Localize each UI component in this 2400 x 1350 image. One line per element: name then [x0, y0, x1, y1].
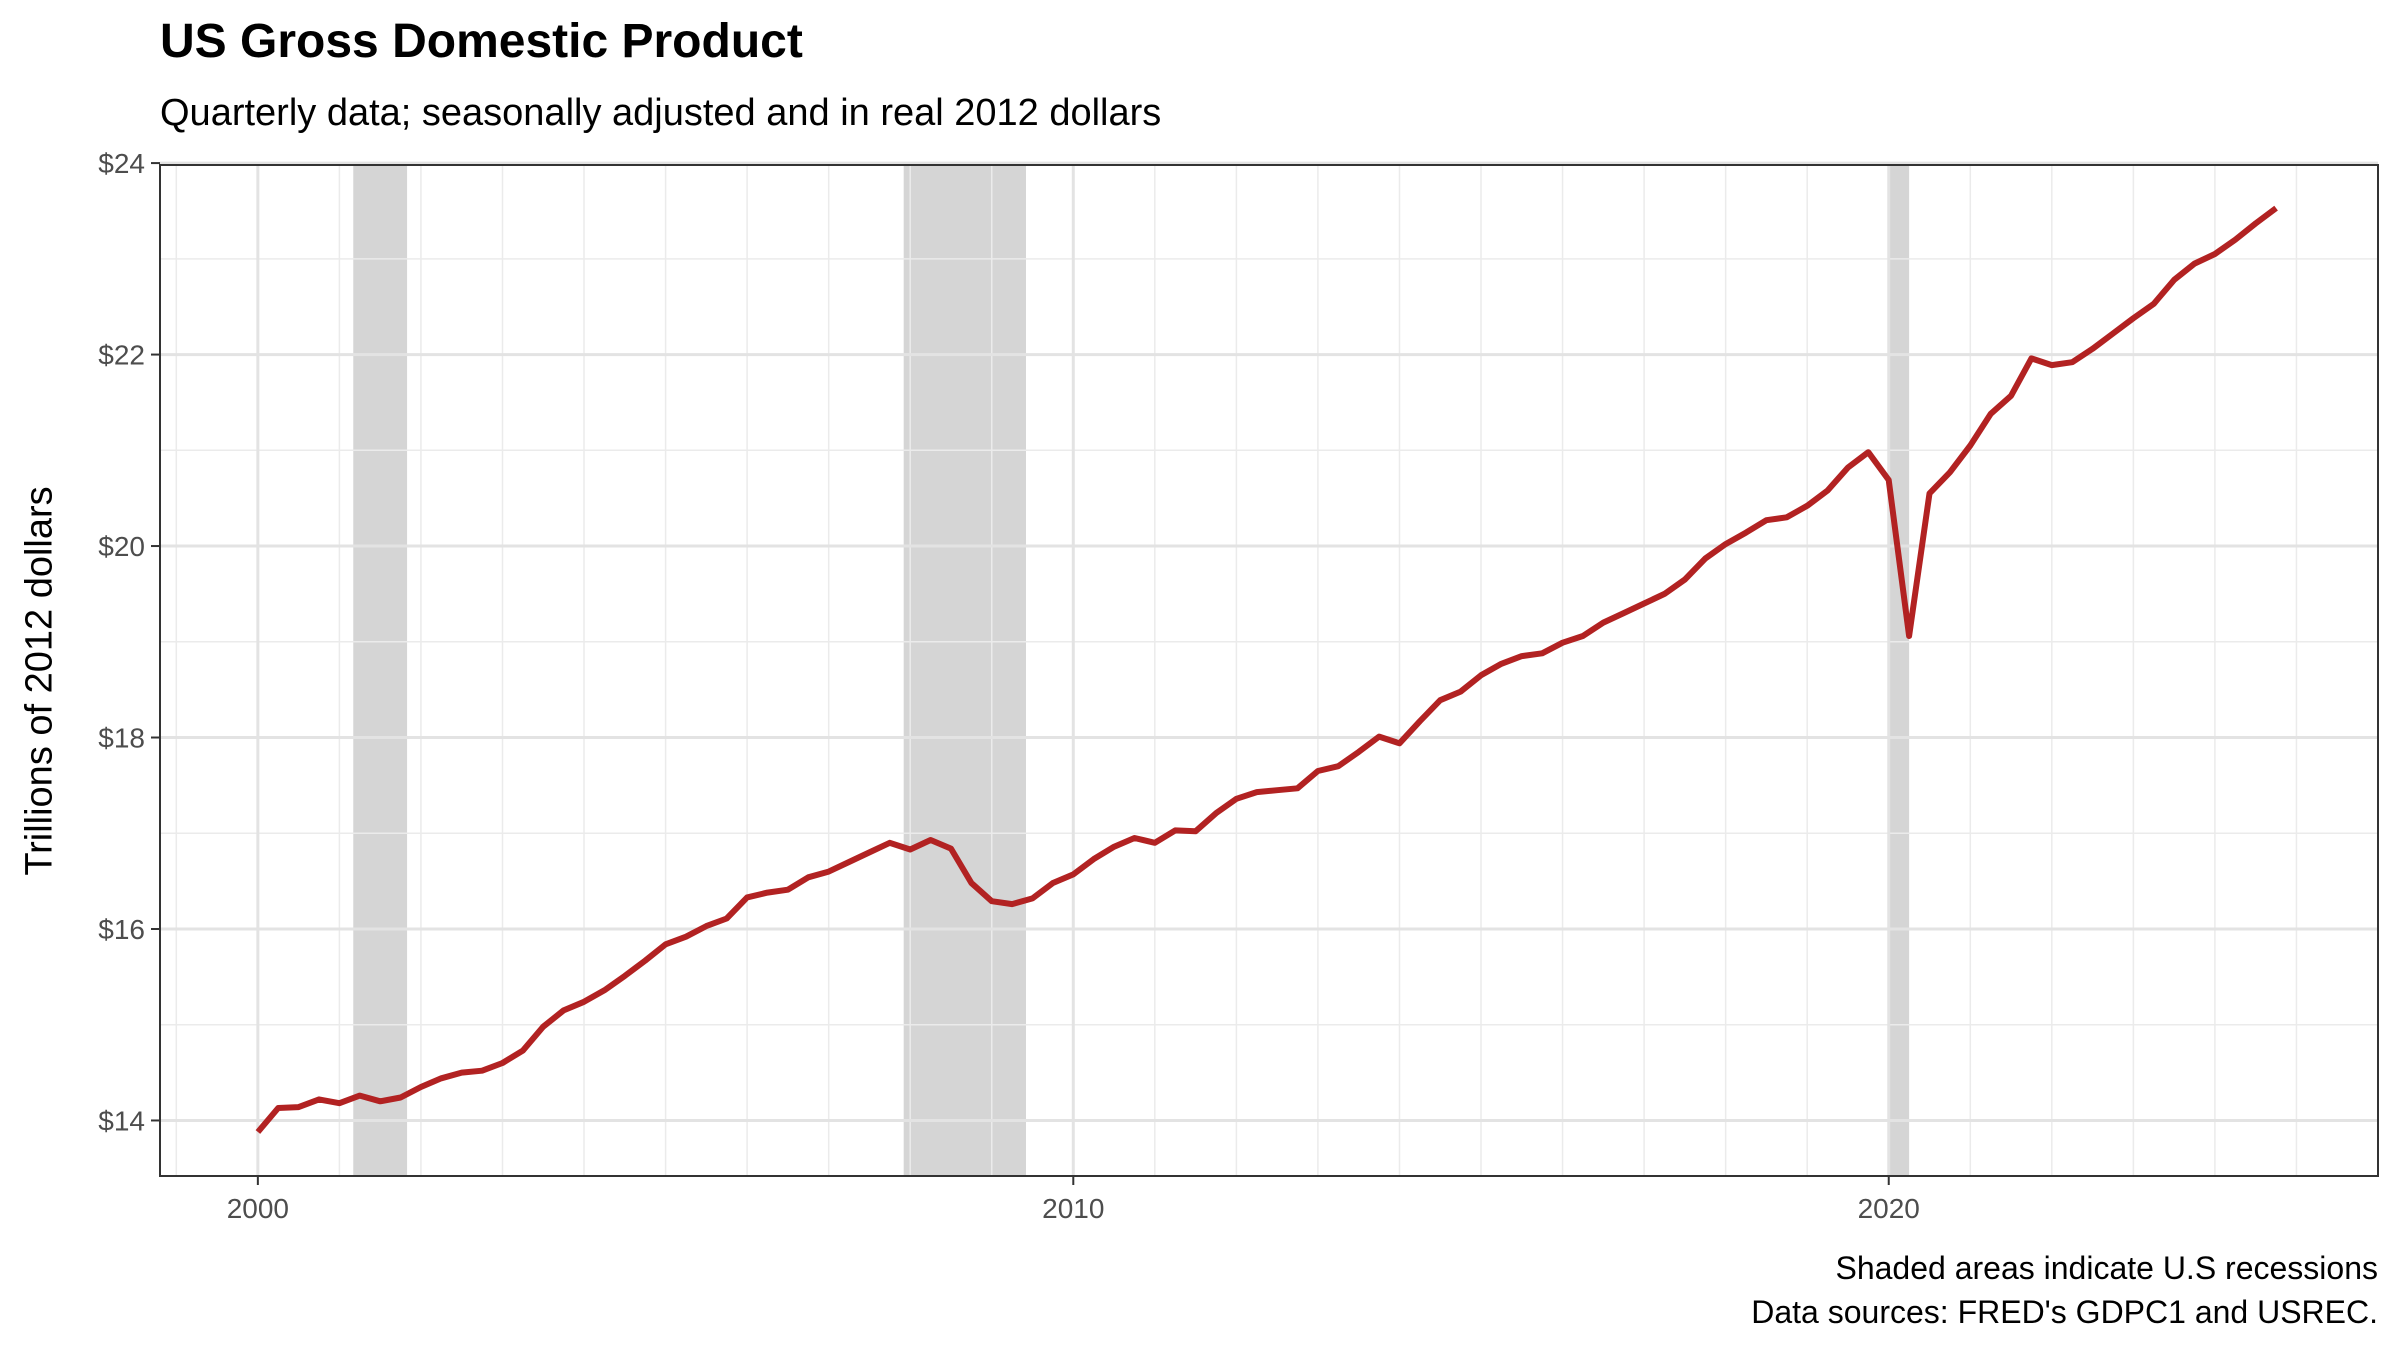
recession-band-3	[1888, 165, 1910, 1176]
gdp-series-line	[255, 205, 2278, 1134]
y-tick-label: $20	[98, 531, 145, 562]
chart-subtitle: Quarterly data; seasonally adjusted and …	[160, 92, 1162, 134]
x-tick-label: 2000	[227, 1193, 289, 1224]
axis-layer: 2000 2010 2020 $14 $16 $18 $20 $22 $24	[98, 148, 1920, 1224]
panel-background	[160, 165, 2378, 1176]
y-tick-label: $22	[98, 340, 145, 371]
recession-layer	[353, 165, 1910, 1176]
caption-recessions: Shaded areas indicate U.S recessions	[1835, 1250, 2378, 1286]
y-tick-label: $16	[98, 914, 145, 945]
x-tick-label: 2020	[1858, 1193, 1920, 1224]
recession-band-2	[903, 165, 1026, 1176]
y-tick-label: $14	[98, 1105, 145, 1136]
caption-sources: Data sources: FRED's GDPC1 and USREC.	[1751, 1294, 2378, 1330]
x-tick-label: 2010	[1042, 1193, 1104, 1224]
y-tick-label: $18	[98, 723, 145, 754]
chart-title: US Gross Domestic Product	[160, 15, 803, 68]
panel-border	[159, 164, 2379, 1177]
line-layer	[255, 205, 2278, 1134]
grid-layer	[160, 161, 2379, 1176]
y-tick-label: $24	[98, 148, 145, 179]
recession-band-1	[353, 165, 408, 1176]
